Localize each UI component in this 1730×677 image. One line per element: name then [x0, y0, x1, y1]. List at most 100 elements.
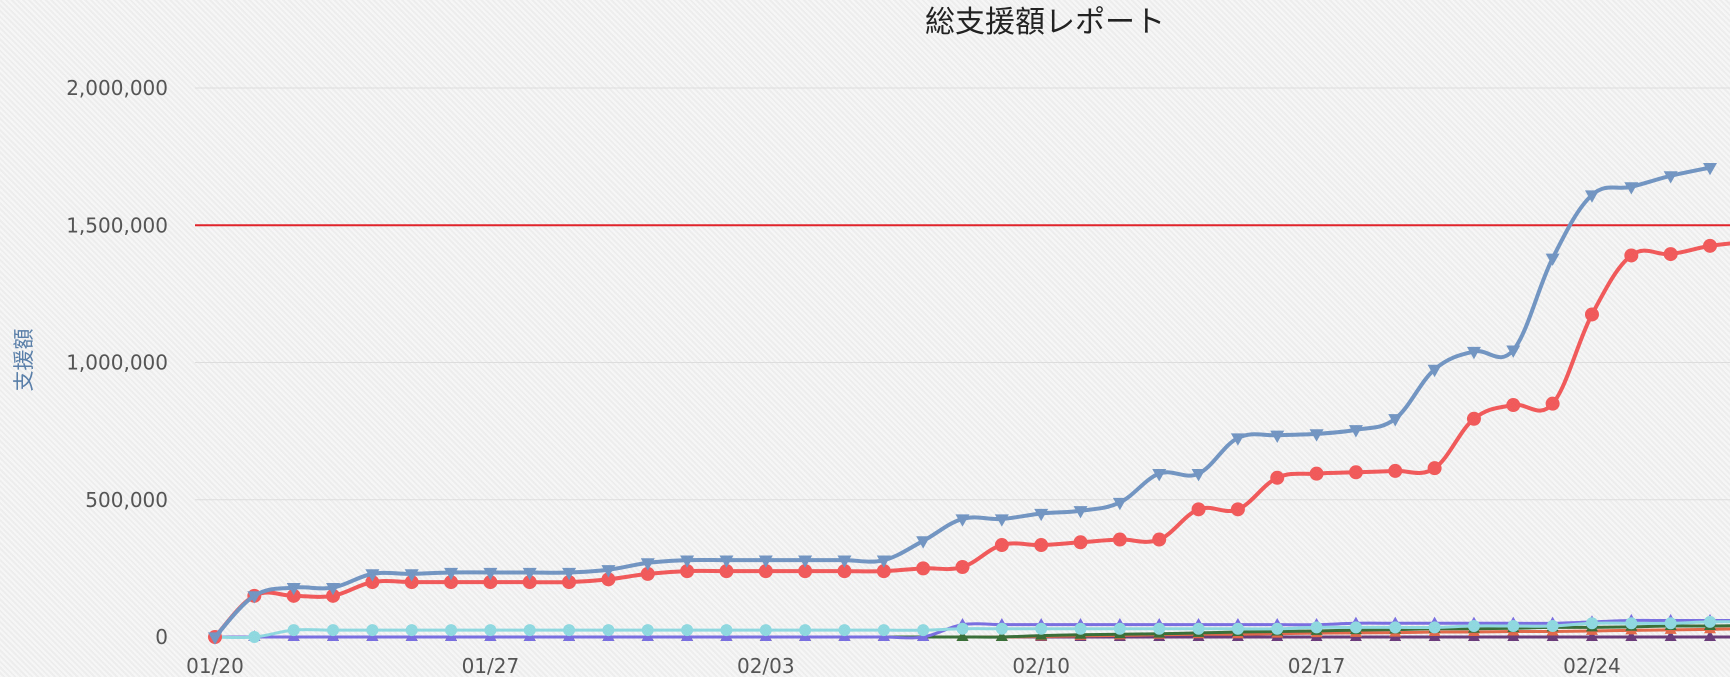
- data-point: [523, 624, 536, 637]
- data-point: [640, 558, 655, 571]
- data-point: [208, 632, 222, 645]
- data-point: [1270, 430, 1285, 443]
- data-point: [994, 514, 1009, 527]
- data-point: [1389, 621, 1402, 634]
- data-point: [680, 564, 695, 579]
- data-point: [994, 538, 1009, 553]
- data-point: [1035, 622, 1048, 635]
- data-point: [876, 564, 891, 579]
- data-point: [917, 624, 930, 637]
- data-point: [1428, 621, 1441, 634]
- data-point: [1624, 248, 1639, 263]
- data-point: [444, 575, 459, 590]
- series-0: [208, 162, 1717, 645]
- data-point: [563, 624, 576, 637]
- data-point: [1507, 620, 1520, 633]
- data-point: [641, 624, 654, 637]
- data-point: [877, 624, 890, 637]
- data-point: [484, 624, 497, 637]
- data-point: [562, 567, 577, 581]
- data-point: [1230, 502, 1245, 517]
- data-point: [1349, 621, 1362, 634]
- data-point: [956, 622, 969, 635]
- chart-title: 総支援額レポート: [925, 5, 1165, 40]
- data-point: [1625, 630, 1638, 641]
- data-point: [286, 582, 301, 596]
- y-axis-label: 支援額: [12, 329, 36, 392]
- data-point: [798, 555, 813, 568]
- data-point: [1545, 253, 1560, 266]
- data-point: [1427, 364, 1442, 378]
- data-point: [1034, 508, 1049, 522]
- data-point: [1704, 615, 1716, 628]
- series-line: [213, 241, 1730, 639]
- data-point: [995, 630, 1008, 641]
- data-point: [326, 582, 341, 596]
- data-point: [1427, 461, 1442, 476]
- data-point: [1507, 630, 1520, 641]
- data-point: [602, 624, 615, 637]
- data-point: [404, 569, 419, 582]
- series-line: [215, 618, 1730, 640]
- x-tick-label: 01/20: [186, 654, 244, 677]
- x-tick-label: 02/24: [1563, 654, 1621, 677]
- data-point: [1506, 398, 1521, 413]
- data-point: [1704, 630, 1716, 641]
- data-point: [1585, 617, 1598, 630]
- data-point: [1192, 622, 1205, 635]
- data-point: [758, 564, 773, 579]
- data-point: [1113, 622, 1126, 635]
- data-point: [1546, 620, 1559, 633]
- data-point: [759, 624, 772, 637]
- x-tick-label: 02/17: [1288, 654, 1346, 677]
- x-tick-label: 02/03: [737, 654, 795, 677]
- data-point: [365, 569, 380, 582]
- data-point: [1271, 622, 1284, 635]
- data-point: [955, 560, 970, 575]
- data-point: [444, 567, 459, 581]
- data-point: [1625, 617, 1638, 630]
- data-point: [522, 567, 537, 581]
- data-point: [247, 591, 262, 604]
- data-point: [1546, 630, 1559, 641]
- data-point: [1663, 171, 1678, 184]
- data-point: [1388, 463, 1403, 478]
- data-point: [1152, 469, 1167, 482]
- data-point: [1073, 535, 1088, 550]
- data-point: [1466, 411, 1481, 426]
- data-point: [1310, 621, 1323, 634]
- data-point: [1703, 162, 1717, 176]
- data-point: [286, 588, 301, 603]
- y-tick-label: 1,000,000: [66, 351, 168, 375]
- data-point: [1153, 622, 1166, 635]
- data-point: [1034, 538, 1049, 553]
- data-point: [1074, 622, 1087, 635]
- y-tick-label: 1,500,000: [66, 213, 168, 237]
- data-point: [1624, 182, 1639, 195]
- data-point: [1506, 345, 1521, 358]
- data-point: [720, 624, 733, 637]
- data-point: [719, 555, 734, 568]
- x-tick-label: 01/27: [462, 654, 520, 677]
- data-point: [798, 564, 813, 579]
- data-point: [1191, 469, 1206, 482]
- data-point: [1388, 414, 1403, 427]
- data-point: [405, 624, 418, 637]
- y-tick-label: 0: [155, 625, 168, 649]
- data-point: [1112, 532, 1127, 547]
- data-point: [287, 624, 300, 637]
- data-point: [1348, 465, 1363, 480]
- data-point: [1073, 506, 1088, 519]
- data-point: [799, 624, 812, 637]
- data-point: [1191, 502, 1206, 517]
- data-point: [1584, 190, 1599, 203]
- data-point: [680, 555, 695, 568]
- data-point: [640, 566, 655, 581]
- data-point: [1112, 497, 1127, 511]
- grid-lines: [195, 87, 1730, 501]
- data-point: [1703, 238, 1717, 253]
- data-point: [838, 624, 851, 637]
- data-point: [483, 567, 498, 581]
- data-point: [1663, 247, 1678, 262]
